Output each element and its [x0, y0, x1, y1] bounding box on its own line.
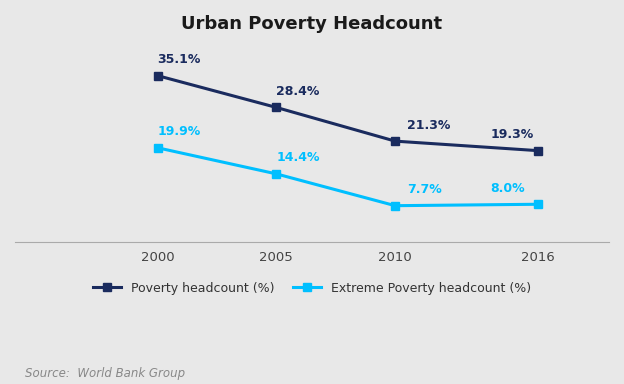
- Title: Urban Poverty Headcount: Urban Poverty Headcount: [182, 15, 442, 33]
- Text: 8.0%: 8.0%: [490, 182, 525, 195]
- Text: 19.9%: 19.9%: [157, 125, 201, 138]
- Text: 19.3%: 19.3%: [490, 128, 534, 141]
- Text: 35.1%: 35.1%: [157, 53, 201, 66]
- Text: Source:  World Bank Group: Source: World Bank Group: [25, 367, 185, 380]
- Text: 28.4%: 28.4%: [276, 85, 319, 98]
- Text: 7.7%: 7.7%: [407, 183, 442, 196]
- Legend: Poverty headcount (%), Extreme Poverty headcount (%): Poverty headcount (%), Extreme Poverty h…: [89, 277, 535, 300]
- Text: 21.3%: 21.3%: [407, 119, 451, 132]
- Text: 14.4%: 14.4%: [276, 151, 320, 164]
